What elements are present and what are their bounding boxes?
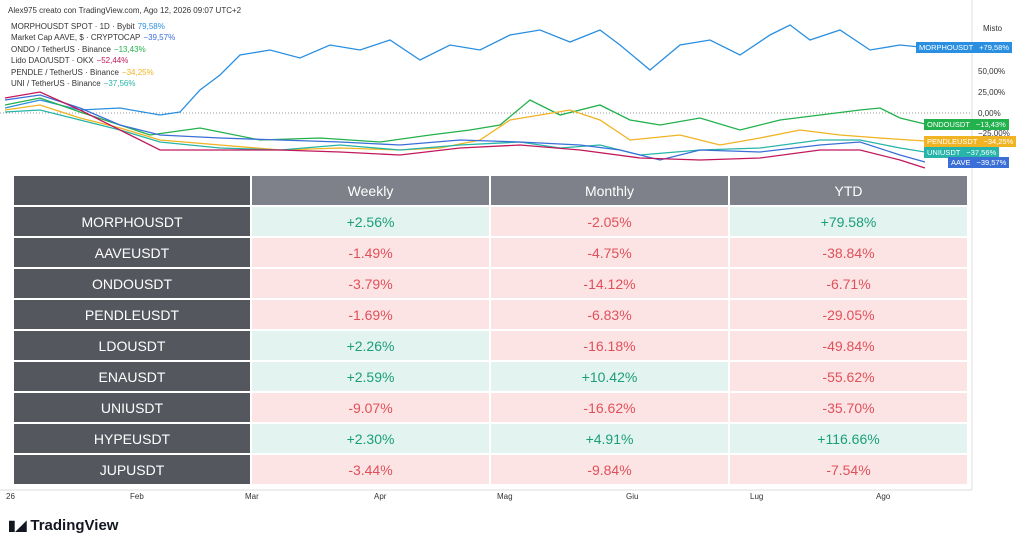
badge-label: MORPHOUSDT [916,42,977,53]
table-cell: +116.66% [729,423,968,454]
time-label: 26 [6,492,15,501]
table-cell: -4.75% [490,237,729,268]
legend-item: Lido DAO/USDT · OKX −52,44% [11,56,128,65]
time-label: Lug [750,492,764,501]
axis-label: −25,00% [978,129,1010,138]
row-name: PENDLEUSDT [13,299,251,330]
ondo-line [4,97,926,143]
row-name: MORPHOUSDT [13,206,251,237]
logo-text: TradingView [30,517,119,534]
legend-value: −52,44% [96,56,129,66]
table-cell: -9.07% [251,392,490,423]
table-cell: -38.84% [729,237,968,268]
badge-label: UNIUSDT [924,147,964,158]
logo: ▮◢ TradingView [8,517,119,534]
price-badge: AAVE −39,57% [948,157,1010,168]
table-cell: -1.49% [251,237,490,268]
badge-value: −34,25% [980,136,1017,147]
badge-label: PENDLEUSDT [924,136,981,147]
badge-value: +79,58% [976,42,1012,53]
column-header: Monthly [490,175,729,206]
table-cell: -35.70% [729,392,968,423]
legend-name: MORPHOUSDT SPOT · 1D · Bybit [11,22,135,31]
legend-value: 79,58% [137,22,165,31]
legend-value: −34,25% [121,67,154,77]
table-cell: -3.44% [251,454,490,485]
time-label: Giu [626,492,639,501]
table-cell: -16.18% [490,330,729,361]
row-name: HYPEUSDT [13,423,251,454]
time-label: Apr [374,492,387,501]
table-cell: +2.26% [251,330,490,361]
table-cell: +79.58% [729,206,968,237]
column-header: YTD [729,175,968,206]
time-label: Feb [130,492,144,501]
column-header: Weekly [251,175,490,206]
badge-value: −37,56% [963,147,1000,158]
row-name: JUPUSDT [13,454,251,485]
morpho-line [4,24,921,116]
legend-item: UNI / TetherUS · Binance −37,56% [11,79,135,88]
table-cell: +2.30% [251,423,490,454]
table-cell: +2.59% [251,361,490,392]
time-label: Mar [245,492,259,501]
table-cell: -6.71% [729,268,968,299]
table-cell: -49.84% [729,330,968,361]
table-cell: +4.91% [490,423,729,454]
table-cell: +2.56% [251,206,490,237]
legend-value: −13,43% [113,44,146,54]
time-label: Mag [497,492,513,501]
row-name: AAVEUSDT [13,237,251,268]
price-badge: UNIUSDT −37,56% [924,147,1000,158]
price-badge: ONDOUSDT −13,43% [924,119,1009,130]
legend-item: PENDLE / TetherUS · Binance −34,25% [11,68,154,77]
lido-line [4,91,926,169]
table-cell: -6.83% [490,299,729,330]
uni-line [4,109,926,156]
row-name: ENAUSDT [13,361,251,392]
badge-value: −39,57% [973,157,1010,168]
table-cell: -2.05% [490,206,729,237]
badge-value: −13,43% [972,119,1009,130]
axis-title: Misto [983,24,1003,33]
table-cell: +10.42% [490,361,729,392]
legend-item: MORPHOUSDT SPOT · 1D · Bybit 79,58% [11,22,165,31]
table-cell: -1.69% [251,299,490,330]
legend-name: ONDO / TetherUS · Binance [11,44,111,54]
price-badge: MORPHOUSDT +79,58% [916,42,1012,53]
axis-label: 50,00% [978,67,1006,76]
pendle-line [4,104,926,151]
legend-item: Market Cap AAVE, $ · CRYPTOCAP −39,57% [11,33,175,42]
legend-item: ONDO / TetherUS · Binance −13,43% [11,45,146,54]
table-cell: -3.79% [251,268,490,299]
legend-name: Lido DAO/USDT · OKX [11,56,94,66]
legend-value: −37,56% [103,79,136,88]
legend-value: −39,57% [143,33,176,43]
axis-label: 0,00% [978,109,1001,118]
row-name: ONDOUSDT [13,268,251,299]
badge-label: ONDOUSDT [924,119,973,130]
table-cell: -7.54% [729,454,968,485]
table-cell: -9.84% [490,454,729,485]
legend-name: UNI / TetherUS · Binance [11,79,101,88]
table-cell: -55.62% [729,361,968,392]
badge-label: AAVE [948,157,974,168]
row-name: UNIUSDT [13,392,251,423]
row-name: LDOUSDT [13,330,251,361]
header-text: Alex975 creato con TradingView.com, Ago … [8,6,242,15]
table-corner [13,175,251,206]
time-label: Ago [876,492,891,501]
table-cell: -29.05% [729,299,968,330]
price-badge: PENDLEUSDT −34,25% [924,136,1017,147]
table-cell: -14.12% [490,268,729,299]
legend-name: PENDLE / TetherUS · Binance [11,67,119,77]
table-cell: -16.62% [490,392,729,423]
legend-name: Market Cap AAVE, $ · CRYPTOCAP [11,33,141,43]
aave-line [4,94,926,163]
axis-label: 25,00% [978,88,1006,97]
